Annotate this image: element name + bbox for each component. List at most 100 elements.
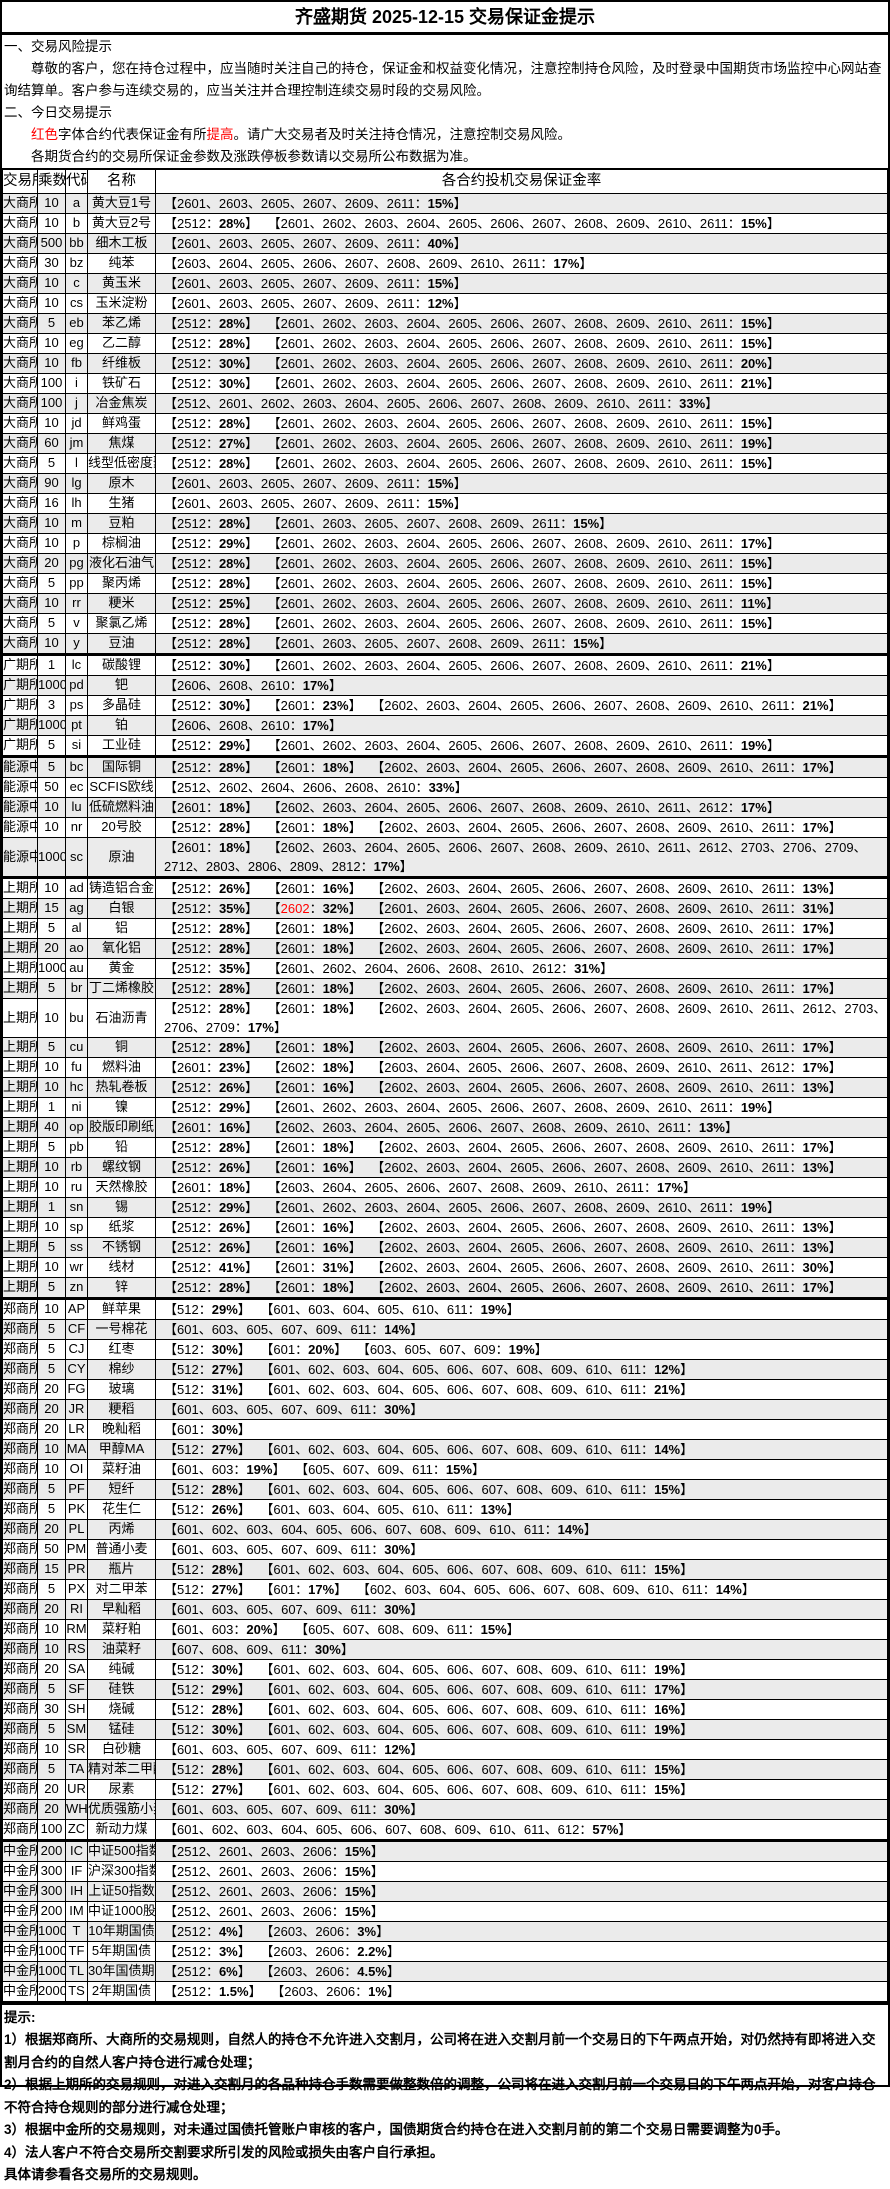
name-cell: 沪深300指数	[87, 1860, 156, 1882]
contract-months: 2601、2603、2605、2607、2609、2611	[177, 235, 415, 251]
margin-rate: 30%	[384, 1801, 411, 1817]
exchange-cell: 郑商所	[2, 1758, 38, 1780]
margin-rate: 3%	[357, 1923, 377, 1939]
margin-rate: 28%	[211, 1561, 238, 1577]
table-row: 广期所1lc碳酸锂【2512：30%】 【2601、2602、2603、2604…	[2, 652, 888, 676]
code-cell: eg	[65, 332, 88, 354]
margin-rate: 16%	[322, 1159, 349, 1175]
rate-segment: 【2601：18%】	[267, 980, 362, 996]
contract-months: 2602、2603、2604、2605、2606、2607、2608、2609、…	[164, 839, 867, 874]
rate-segment: 【601、602、603、604、605、606、607、608、609、610…	[260, 1481, 694, 1497]
rate-segment: 【2512、2601、2603、2606：15%】	[164, 1863, 384, 1879]
rate-segment: 【512：28%】	[164, 1701, 251, 1717]
table-row: 上期所10fu燃料油【2601：23%】 【2602：18%】 【2603、26…	[2, 1056, 888, 1078]
multiplier-cell: 10	[37, 272, 66, 294]
name-cell: 锡	[87, 1196, 156, 1218]
margin-rate-cell: 【2512：28%】 【2601：18%】 【2602、2603、2604、26…	[155, 917, 888, 939]
rate-segment: 【2601：16%】	[267, 880, 362, 896]
code-cell: ru	[65, 1176, 88, 1198]
table-row: 大商所5l线型低密度聚乙烯【2512：28%】 【2601、2602、2603、…	[2, 452, 888, 474]
footer-tip-item: 3）根据中金所的交易规则，对未通过国债托管账户审核的客户，国债期货合约持仓在进入…	[4, 2122, 789, 2137]
table-row: 郑商所50PM普通小麦【601、603、605、607、609、611：30%】	[2, 1538, 888, 1560]
margin-rate-cell: 【512：30%】 【601、602、603、604、605、606、607、6…	[155, 1718, 888, 1740]
code-cell: JR	[65, 1398, 88, 1420]
code-cell: au	[65, 957, 88, 979]
table-row: 广期所3ps多晶硅【2512：30%】 【2601：23%】 【2602、260…	[2, 694, 888, 716]
rate-segment: 【2601、2602、2603、2604、2605、2606、2607、2608…	[267, 435, 780, 451]
rate-segment: 【2512：28%】	[164, 920, 258, 936]
rate-segment: 【601、603、605、607、609、611：30%】	[164, 1801, 424, 1817]
margin-rate-cell: 【601、603：20%】 【605、607、608、609、611：15%】	[155, 1618, 888, 1640]
rate-segment: 【2512：28%】	[164, 819, 258, 835]
margin-rate: 25%	[218, 595, 245, 611]
rate-segment: 【2512：4%】	[164, 1923, 251, 1939]
rate-segment: 【2602、2603、2604、2605、2606、2607、2608、2609…	[371, 980, 842, 996]
exchange-cell: 中金所	[2, 1880, 38, 1902]
rate-segment: 【601、603、604、605、610、611：19%】	[260, 1301, 520, 1317]
rate-segment: 【601、602、603、604、605、606、607、608、609、610…	[260, 1781, 694, 1797]
name-cell: 硅铁	[87, 1678, 156, 1700]
exchange-cell: 上期所	[2, 1136, 38, 1158]
multiplier-cell: 500	[37, 232, 66, 254]
margin-rate: 15%	[654, 1561, 681, 1577]
margin-rate-cell: 【512：27%】 【601、602、603、604、605、606、607、6…	[155, 1438, 888, 1460]
exchange-cell: 郑商所	[2, 1798, 38, 1820]
rate-segment: 【2601：18%】	[267, 1139, 362, 1155]
code-cell: PR	[65, 1558, 88, 1580]
contract-months: 2512	[177, 920, 206, 936]
table-row: 中金所200IM中证1000股指期货【2512、2601、2603、2606：1…	[2, 1900, 888, 1922]
rate-segment: 【2512、2602、2604、2606、2608、2610：33%】	[164, 779, 468, 795]
footer-tip-item: 1）根据郑商所、大商所的交易规则，自然人的持仓不允许进入交割月，公司将在进入交割…	[4, 2032, 876, 2070]
rate-segment: 【2512：41%】	[164, 1259, 258, 1275]
exchange-cell: 大商所	[2, 212, 38, 234]
table-row: 大商所10fb纤维板【2512：30%】 【2601、2602、2603、260…	[2, 352, 888, 374]
multiplier-cell: 5	[37, 572, 66, 594]
contract-months: 2601、2603、2605、2607、2609、2611	[177, 295, 415, 311]
contract-months: 2512	[177, 535, 206, 551]
margin-rate: 13%	[802, 1239, 829, 1255]
margin-rate: 17%	[802, 1039, 829, 1055]
margin-rate: 15%	[740, 315, 767, 331]
name-cell: 黄大豆1号	[87, 192, 156, 214]
table-row: 大商所10a黄大豆1号【2601、2603、2605、2607、2609、261…	[2, 192, 888, 214]
contract-months: 2512	[177, 1923, 206, 1939]
name-cell: 花生仁	[87, 1498, 156, 1520]
rate-segment: 【601：20%】	[260, 1341, 348, 1357]
margin-rate: 13%	[802, 1219, 829, 1235]
code-cell: SF	[65, 1678, 88, 1700]
name-cell: 黄金	[87, 957, 156, 979]
margin-rate-cell: 【2512：28%】 【2601：18%】 【2602、2603、2604、26…	[155, 1036, 888, 1058]
margin-rate: 1%	[368, 1983, 387, 1999]
multiplier-cell: 90	[37, 472, 66, 494]
multiplier-cell: 5	[37, 452, 66, 474]
name-cell: 乙二醇	[87, 332, 156, 354]
margin-rate: 15%	[573, 635, 600, 651]
table-row: 大商所16lh生猪【2601、2603、2605、2607、2609、2611：…	[2, 492, 888, 514]
contract-months: 2601、2602、2603、2604、2605、2606、2607、2608、…	[280, 535, 728, 551]
name-cell: 普通小麦	[87, 1538, 156, 1560]
margin-rate: 18%	[322, 1059, 349, 1075]
contract-months: 2606、2608、2610	[177, 717, 290, 733]
margin-rate-cell: 【512：28%】 【601、602、603、604、605、606、607、6…	[155, 1478, 888, 1500]
margin-rate-cell: 【607、608、609、611：30%】	[155, 1638, 888, 1660]
margin-rate-cell: 【2512：28%】 【2601：18%】 【2602、2603、2604、26…	[155, 1136, 888, 1158]
margin-rate-cell: 【601、603、605、607、609、611：30%】	[155, 1598, 888, 1620]
margin-rate: 19%	[480, 1301, 507, 1317]
rate-segment: 【2602、2603、2604、2605、2606、2607、2608、2609…	[371, 1219, 842, 1235]
rate-segment: 【2512：28%】	[164, 1139, 258, 1155]
code-cell: TA	[65, 1758, 88, 1780]
code-cell: RI	[65, 1598, 88, 1620]
contract-months: 512	[177, 1781, 199, 1797]
code-cell: SH	[65, 1698, 88, 1720]
contract-months: 601、602、603、604、605、606、607、608、609、610、…	[273, 1681, 642, 1697]
table-row: 郑商所20LR晚籼稻【601：30%】	[2, 1418, 888, 1440]
table-row: 大商所90lg原木【2601、2603、2605、2607、2609、2611：…	[2, 472, 888, 494]
margin-rate: 30%	[384, 1401, 411, 1417]
rate-segment: 【601、602、603、604、605、606、607、608、609、610…	[260, 1381, 694, 1397]
contract-months: 2512	[177, 940, 206, 956]
margin-rate: 28%	[211, 1761, 238, 1777]
table-row: 郑商所20SA纯碱【512：30%】 【601、602、603、604、605、…	[2, 1658, 888, 1680]
rate-segment: 【512：27%】	[164, 1441, 251, 1457]
contract-months: 512	[177, 1341, 199, 1357]
margin-rate: 30%	[211, 1421, 238, 1437]
